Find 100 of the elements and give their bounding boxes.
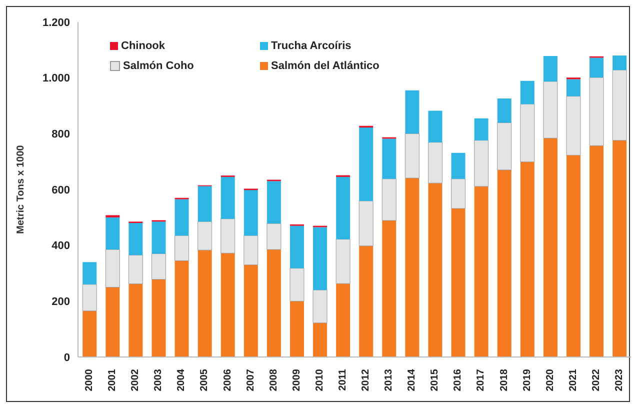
bar (590, 58, 604, 78)
bar (220, 253, 235, 357)
bar (313, 227, 328, 290)
x-tick-label: 2013 (384, 368, 395, 392)
bar (428, 110, 442, 142)
bar (128, 223, 143, 256)
bar (497, 98, 512, 123)
bar (428, 142, 442, 184)
bar (82, 310, 97, 357)
x-tick-label: 2014 (406, 368, 418, 392)
bar (474, 140, 489, 187)
bar (290, 301, 304, 357)
bar (566, 155, 580, 357)
x-tick-label: 2007 (245, 368, 256, 392)
bar (382, 178, 396, 221)
bar (152, 222, 166, 254)
bar (359, 246, 374, 357)
bar (428, 183, 442, 357)
bar (566, 96, 581, 156)
x-tick-label: 2016 (452, 368, 464, 392)
x-tick-label: 2001 (107, 368, 118, 392)
bar (105, 249, 120, 288)
bar (220, 218, 236, 254)
bar (497, 122, 512, 170)
x-tick-label: 2021 (568, 368, 579, 392)
bar (106, 287, 120, 357)
bar (313, 322, 328, 357)
y-tick-label: 1.200 (42, 16, 70, 29)
bar (543, 56, 558, 82)
bar (82, 262, 97, 284)
bar (336, 238, 350, 284)
bar (336, 176, 350, 240)
bar (174, 260, 189, 357)
bar (244, 235, 258, 266)
legend-label: Salmón del Atlántico (271, 60, 380, 72)
y-axis-title: Metric Tons x 1000 (16, 144, 27, 234)
x-tick-label: 2019 (522, 368, 533, 392)
y-tick-label: 0 (64, 352, 70, 364)
x-tick-label: 2000 (84, 368, 96, 392)
bar (198, 186, 212, 222)
bar (174, 235, 190, 261)
bar (244, 264, 258, 357)
bar (244, 190, 258, 236)
bar (312, 290, 328, 324)
bar (82, 284, 97, 312)
bar (404, 133, 420, 178)
bar (359, 128, 374, 201)
x-tick-label: 2018 (498, 368, 510, 392)
legend-label: Trucha Arcoíris (271, 40, 352, 52)
bar (358, 200, 374, 246)
x-tick-label: 2011 (337, 368, 348, 391)
bar (290, 268, 304, 302)
bar (128, 254, 143, 284)
x-tick-label: 2002 (130, 368, 142, 392)
bar (451, 178, 466, 209)
x-tick-label: 2012 (360, 368, 372, 392)
y-tick-label: 200 (52, 296, 70, 308)
bar (590, 146, 604, 357)
bar (612, 56, 627, 70)
bar (474, 118, 488, 140)
bar (198, 221, 212, 250)
bar (566, 79, 580, 96)
bar (174, 199, 189, 236)
bar (198, 250, 212, 357)
bar (612, 70, 627, 141)
bar (612, 140, 627, 357)
bar (382, 138, 396, 179)
bar (152, 279, 166, 357)
bar (151, 253, 166, 280)
x-tick-label: 2017 (476, 368, 487, 392)
x-tick-label: 2003 (153, 368, 164, 392)
x-tick-label: 2008 (268, 368, 280, 392)
y-tick-label: 400 (52, 240, 70, 252)
bar (520, 80, 534, 104)
y-tick-label: 800 (52, 128, 70, 141)
y-tick-label: 1.000 (42, 72, 70, 85)
bar (106, 217, 120, 250)
bar (266, 250, 281, 357)
x-tick-label: 2009 (291, 368, 302, 392)
bar (543, 138, 558, 357)
x-tick-label: 2020 (544, 368, 556, 392)
bar (451, 208, 466, 357)
x-tick-label: 2022 (590, 368, 602, 392)
x-tick-label: 2006 (222, 368, 234, 392)
bar (451, 152, 466, 179)
bar (290, 226, 304, 268)
bar (543, 81, 558, 138)
bar (382, 220, 396, 357)
x-tick-label: 2004 (176, 368, 188, 392)
bar (520, 162, 534, 357)
x-tick-label: 2010 (314, 368, 326, 392)
bar (336, 284, 350, 357)
y-tick-label: 600 (52, 184, 70, 196)
bar (474, 186, 488, 357)
bar (128, 284, 143, 357)
bar (266, 223, 282, 250)
bar (497, 170, 512, 357)
bar (220, 176, 235, 219)
bar (405, 178, 420, 357)
x-tick-label: 2015 (430, 368, 441, 392)
